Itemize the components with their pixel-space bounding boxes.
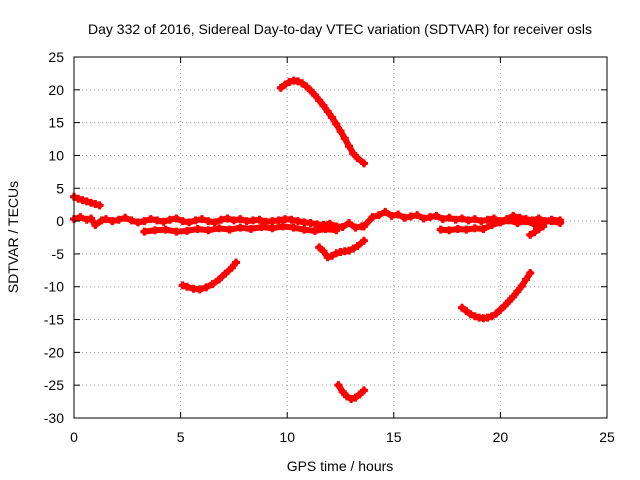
data-point [359, 236, 368, 245]
series-group [140, 222, 341, 236]
x-tick-label: 5 [177, 429, 185, 445]
data-point [232, 258, 241, 267]
x-axis-ticks: 0 5 10 15 20 25 [70, 57, 615, 445]
series-group [70, 192, 104, 210]
data-point [95, 201, 104, 210]
y-tick-label: -10 [44, 279, 64, 295]
y-tick-label: -20 [44, 344, 64, 360]
data-point [556, 219, 565, 228]
data-point [359, 386, 368, 395]
x-tick-label: 10 [279, 429, 295, 445]
y-tick-label: 5 [56, 180, 64, 196]
data-point [359, 159, 368, 168]
y-tick-label: -5 [52, 246, 65, 262]
x-axis-label: GPS time / hours [287, 458, 394, 474]
series-group [436, 216, 565, 235]
series-group [315, 236, 368, 262]
y-tick-label: 0 [56, 213, 64, 229]
y-axis-ticks: -30 -25 -20 -15 -10 -5 0 5 10 15 20 25 [44, 49, 607, 426]
y-tick-label: -15 [44, 312, 64, 328]
x-tick-label: 0 [70, 429, 78, 445]
y-tick-label: 25 [48, 49, 64, 65]
series-group [458, 268, 535, 323]
chart-title: Day 332 of 2016, Sidereal Day-to-day VTE… [88, 21, 592, 37]
series-group [526, 222, 548, 239]
y-tick-label: 10 [48, 147, 64, 163]
y-tick-label: -30 [44, 410, 64, 426]
series-group [334, 381, 368, 403]
x-tick-label: 25 [599, 429, 615, 445]
series-group [276, 76, 368, 168]
data-point [332, 226, 341, 235]
series-group [178, 258, 241, 294]
grid-lines [74, 57, 607, 418]
y-tick-label: -25 [44, 377, 64, 393]
y-tick-label: 20 [48, 82, 64, 98]
y-tick-label: 15 [48, 115, 64, 131]
data-points [70, 76, 565, 403]
x-tick-label: 20 [493, 429, 509, 445]
y-axis-label: SDTVAR / TECUs [5, 181, 21, 293]
data-point [526, 268, 535, 277]
x-tick-label: 15 [386, 429, 402, 445]
plot-frame [73, 56, 608, 419]
data-point [539, 222, 548, 231]
